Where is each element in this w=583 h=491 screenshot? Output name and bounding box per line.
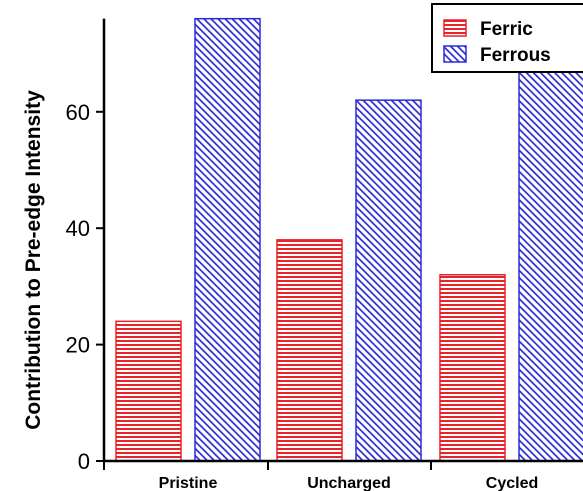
y-tick-label: 60 xyxy=(66,100,90,125)
y-tick-label: 20 xyxy=(66,333,90,358)
legend: Ferric Ferrous xyxy=(431,3,583,73)
legend-swatch-ferrous xyxy=(443,45,467,63)
y-tick-label: 0 xyxy=(78,449,90,474)
bar-ferrous-uncharged xyxy=(355,99,422,462)
legend-swatch-ferric xyxy=(443,19,467,37)
bar-ferric-uncharged xyxy=(276,239,343,462)
x-tick-label: Uncharged xyxy=(307,475,391,491)
axes-layer: 0 20 40 60 Pristine Uncharged Cycled xyxy=(66,18,583,491)
bar-ferrous-cycled xyxy=(518,64,583,462)
bar-ferric-pristine xyxy=(115,320,182,462)
bars-layer xyxy=(115,17,583,462)
bar-ferrous-pristine xyxy=(194,17,261,462)
x-tick-label: Cycled xyxy=(486,475,538,491)
legend-label-ferric: Ferric xyxy=(480,19,533,40)
y-tick-label: 40 xyxy=(66,216,90,241)
x-tick-label: Pristine xyxy=(159,475,218,491)
bar-ferric-cycled xyxy=(439,274,506,462)
y-axis-label: Contribution to Pre-edge Intensity xyxy=(22,90,45,430)
legend-label-ferrous: Ferrous xyxy=(480,45,551,66)
